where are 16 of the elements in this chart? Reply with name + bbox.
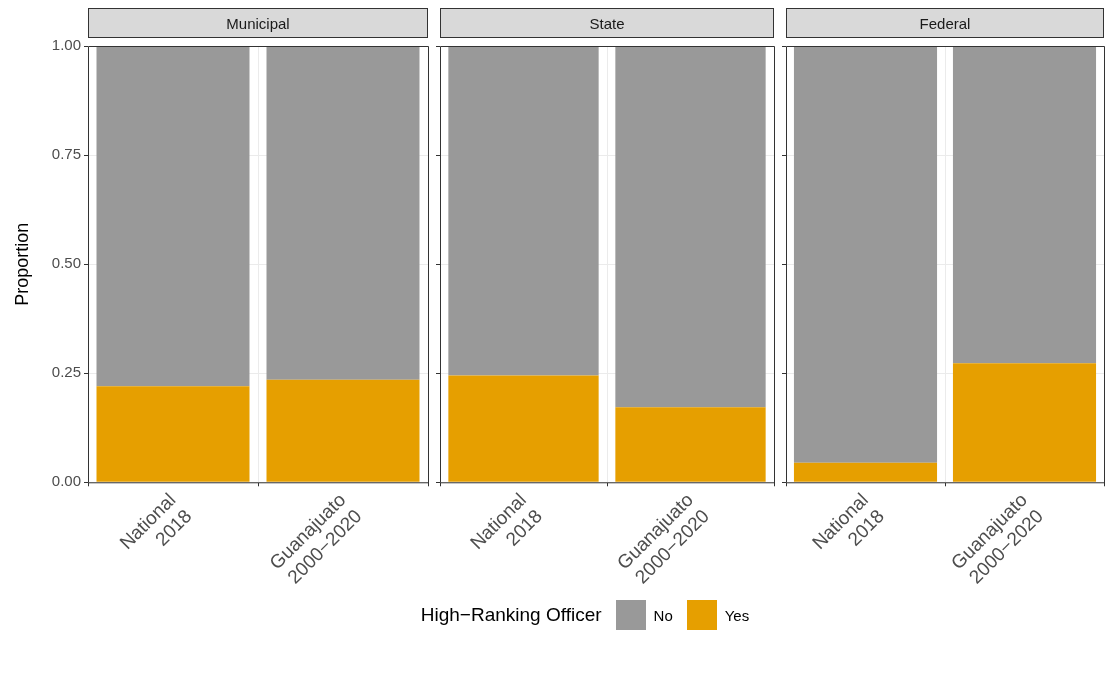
y-tick-label: 0.00 [51, 472, 81, 490]
bar [266, 379, 420, 482]
y-tick-label: 1.00 [51, 36, 81, 54]
legend-label: No [653, 606, 673, 624]
chart-title: Municipal [88, 8, 428, 38]
chart-title: Federal [786, 8, 1104, 38]
legend-title: High−Ranking Officer [420, 604, 602, 626]
chart-title: State [440, 8, 774, 38]
bar [96, 46, 250, 387]
y-tick-label: 0.25 [51, 363, 81, 381]
legend-label: Yes [724, 606, 750, 624]
y-axis-title: Proportion [11, 222, 32, 306]
bar [266, 46, 420, 380]
y-tick-label: 0.50 [51, 254, 81, 272]
y-tick-label: 0.75 [51, 145, 81, 163]
bar [96, 386, 250, 482]
